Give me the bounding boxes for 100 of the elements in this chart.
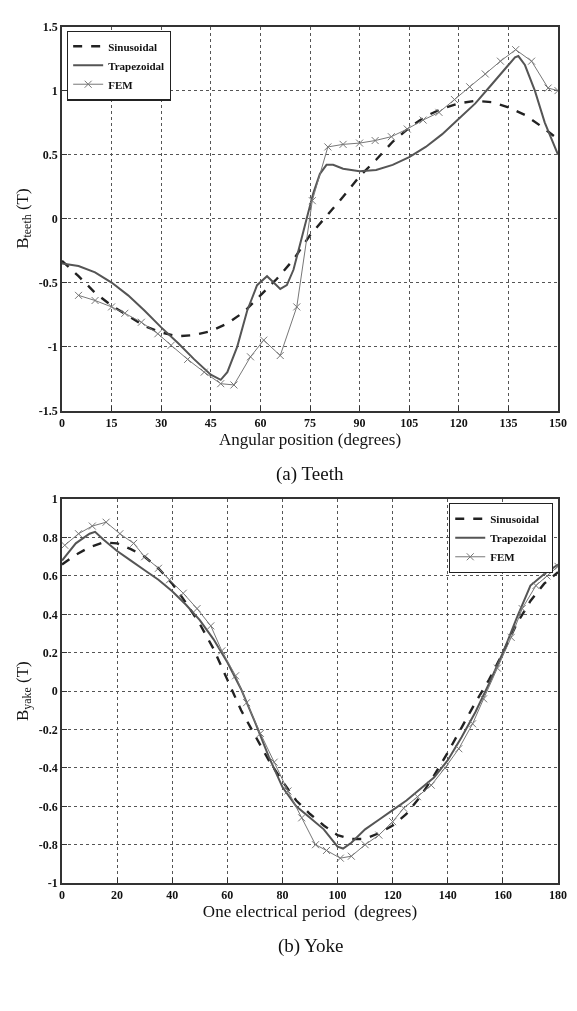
point (454, 744, 463, 753)
legend-label: Sinusoidal (108, 40, 158, 53)
y-tick-label: 1.5 (42, 19, 58, 34)
point (154, 564, 163, 573)
point (88, 522, 97, 531)
x-tick-label: 135 (499, 415, 518, 430)
point (242, 698, 251, 707)
point (256, 729, 265, 738)
point (374, 831, 383, 840)
x-tick-label: 40 (166, 888, 179, 903)
x-tick-label: 105 (400, 415, 419, 430)
point (129, 539, 138, 548)
x-tick-label: 180 (549, 888, 567, 903)
x-tick-label: 90 (353, 415, 366, 430)
x-tick-label: 20 (111, 888, 124, 903)
point (216, 379, 225, 388)
y-tick-label: -0.2 (38, 722, 58, 737)
y-tick-label: 0.6 (42, 569, 58, 584)
point (153, 329, 162, 338)
point (339, 140, 348, 149)
point (183, 355, 192, 364)
y-tick-label: -1 (47, 339, 58, 354)
y-tick-label: 0.5 (42, 147, 58, 162)
point (434, 108, 443, 117)
legend-label: FEM (490, 551, 516, 564)
point (479, 694, 488, 703)
y-tick-label: 1 (51, 83, 58, 98)
point (419, 116, 428, 125)
point (259, 336, 268, 345)
point (496, 57, 505, 66)
x-tick-label: 60 (221, 888, 234, 903)
point (231, 671, 240, 680)
x-axis-title: Angular position (degrees) (218, 429, 402, 449)
point (270, 758, 279, 767)
y-tick-label: -0.6 (38, 799, 58, 814)
point (74, 291, 83, 300)
point (115, 529, 124, 538)
point (387, 132, 396, 141)
point (527, 57, 536, 66)
y-tick-label: 0 (51, 211, 58, 226)
point (322, 846, 331, 855)
x-tick-label: 120 (383, 888, 402, 903)
x-tick-label: 160 (493, 888, 512, 903)
x-tick-label: 150 (549, 415, 567, 430)
point (361, 840, 370, 849)
point (323, 142, 332, 151)
point (441, 763, 450, 772)
point (427, 781, 436, 790)
point (137, 318, 146, 327)
text: (b) Yoke (278, 935, 344, 957)
legend-label: Trapezoidal (108, 59, 165, 72)
y-tick-label: 0.4 (42, 607, 58, 622)
point (399, 804, 408, 813)
point (179, 589, 188, 598)
point (229, 380, 238, 389)
point (62, 541, 69, 550)
x-axis-title: One electrical period (degrees) (202, 902, 418, 922)
x-tick-label: 15 (105, 415, 118, 430)
point (165, 575, 174, 584)
point (140, 552, 149, 561)
point (102, 518, 111, 527)
point (450, 95, 459, 104)
point (493, 664, 502, 673)
y-tick-label: 0.8 (42, 530, 58, 545)
text: (a) Teeth (276, 463, 344, 485)
point (167, 341, 176, 350)
point (336, 854, 345, 863)
point (91, 296, 100, 305)
point (276, 351, 285, 360)
x-tick-label: 75 (304, 415, 316, 430)
y-tick-label: -1 (47, 876, 58, 891)
y-tick-label: -0.5 (38, 275, 58, 290)
point (193, 604, 202, 613)
x-tick-label: 140 (438, 888, 457, 903)
point (403, 125, 412, 134)
x-tick-label: 120 (449, 415, 468, 430)
y-tick-label: -0.8 (38, 837, 58, 852)
point (531, 581, 540, 590)
point (246, 352, 255, 361)
point (465, 82, 474, 91)
x-tick-label: 30 (155, 415, 168, 430)
point (217, 646, 226, 655)
point (107, 302, 116, 311)
x-tick-label: 80 (276, 888, 289, 903)
y-tick-label: 0 (51, 684, 58, 699)
point (371, 136, 380, 145)
point (206, 621, 215, 630)
point (388, 817, 397, 826)
point (507, 633, 516, 642)
y-tick-label: 0.2 (42, 645, 58, 660)
y-tick-label: 1 (51, 492, 58, 507)
point (511, 45, 520, 54)
point (413, 792, 422, 801)
legend-label: Sinusoidal (490, 513, 540, 526)
point (200, 368, 209, 377)
point (308, 196, 317, 205)
point (544, 84, 553, 93)
x-tick-label: 100 (328, 888, 347, 903)
point (347, 852, 356, 861)
x-tick-label: 45 (204, 415, 217, 430)
